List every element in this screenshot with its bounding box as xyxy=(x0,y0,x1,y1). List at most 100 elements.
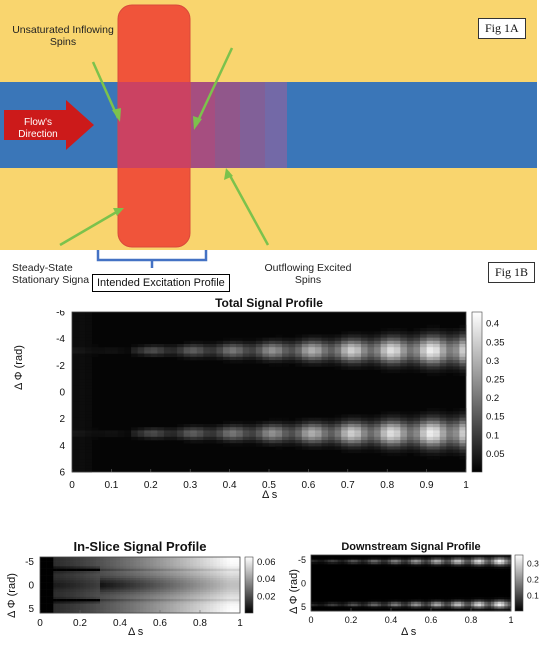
heatmap-cell xyxy=(360,427,368,431)
heatmap-cell xyxy=(229,356,237,361)
heatmap-cell xyxy=(103,601,107,604)
heatmap-cell xyxy=(103,573,107,576)
heatmap-cell xyxy=(46,573,51,576)
heatmap-cell xyxy=(203,347,211,351)
heatmap-cell xyxy=(411,555,415,558)
heatmap-cell xyxy=(153,596,157,600)
heatmap-cell xyxy=(183,557,187,560)
heatmap-cell xyxy=(183,573,187,576)
heatmap-cell xyxy=(451,564,455,567)
heatmap-cell xyxy=(176,575,181,579)
heatmap-cell xyxy=(404,587,408,591)
heatmap-cell xyxy=(103,564,107,567)
heatmap-cell xyxy=(166,601,171,604)
heatmap-cell xyxy=(421,599,425,602)
heatmap-cell xyxy=(230,596,234,600)
heatmap-cell xyxy=(173,566,177,569)
heatmap-cell xyxy=(106,601,111,604)
heatmap-cell xyxy=(216,594,221,597)
heatmap-cell xyxy=(439,344,447,348)
heatmap-cell xyxy=(110,573,114,576)
heatmap-cell xyxy=(391,555,395,558)
total-x-label: Δ s xyxy=(262,489,278,501)
heatmap-cell xyxy=(367,449,375,454)
heatmap-cell xyxy=(420,443,427,447)
heatmap-cell xyxy=(404,608,408,612)
heatmap-cell xyxy=(180,557,184,560)
heatmap-cell xyxy=(351,573,355,577)
heatmap-cell xyxy=(230,571,234,574)
heatmap-cell xyxy=(76,585,81,588)
heatmap-cell xyxy=(427,562,432,565)
heatmap-cell xyxy=(501,564,505,567)
heatmap-cell xyxy=(406,443,414,447)
heatmap-cell xyxy=(70,601,74,604)
heatmap-cell xyxy=(40,564,44,567)
heatmap-cell xyxy=(124,433,132,438)
heatmap-cell xyxy=(433,414,441,418)
heatmap-cell xyxy=(447,604,452,607)
heatmap-cell xyxy=(308,340,316,345)
heatmap-cell xyxy=(73,557,77,560)
heatmap-cell xyxy=(223,433,230,438)
heatmap-cell xyxy=(180,610,184,614)
heatmap-cell xyxy=(327,592,332,595)
heatmap-cell xyxy=(166,585,171,588)
heatmap-cell xyxy=(153,568,157,572)
heatmap-cell xyxy=(446,369,454,374)
heatmap-cell xyxy=(262,430,270,434)
heatmap-cell xyxy=(140,603,144,607)
heatmap-cell xyxy=(150,427,158,431)
fig1a-label: Fig 1A xyxy=(478,18,526,39)
heatmap-cell xyxy=(357,608,362,612)
heatmap-cell xyxy=(421,576,425,579)
heatmap-cell xyxy=(230,568,234,572)
heatmap-cell xyxy=(123,557,127,560)
heatmap-cell xyxy=(351,601,355,605)
heatmap-cell xyxy=(394,594,398,598)
heatmap-cell xyxy=(236,592,241,595)
heatmap-cell xyxy=(90,573,94,576)
heatmap-cell xyxy=(91,436,99,441)
heatmap-cell xyxy=(72,328,79,332)
heatmap-cell xyxy=(420,449,427,454)
heatmap-cell xyxy=(176,603,181,607)
heatmap-cell xyxy=(226,594,231,597)
heatmap-cell xyxy=(80,582,84,586)
heatmap-cell xyxy=(163,606,167,609)
heatmap-cell xyxy=(354,587,358,591)
heatmap-cell xyxy=(186,594,191,597)
heatmap-cell xyxy=(407,583,412,586)
heatmap-cell xyxy=(321,571,325,574)
heatmap-cell xyxy=(328,347,335,351)
heatmap-cell xyxy=(317,559,322,563)
heatmap-cell xyxy=(230,587,234,590)
heatmap-cell xyxy=(249,356,257,361)
heatmap-cell xyxy=(130,610,134,614)
heatmap-cell xyxy=(156,594,161,597)
heatmap-cell xyxy=(91,433,99,438)
heatmap-cell xyxy=(85,456,92,460)
heatmap-cell xyxy=(487,604,492,607)
heatmap-cell xyxy=(393,340,401,345)
heatmap-cell xyxy=(223,601,227,604)
heatmap-cell xyxy=(113,561,117,565)
heatmap-cell xyxy=(374,347,381,351)
heatmap-cell xyxy=(491,569,495,572)
heatmap-cell xyxy=(146,575,151,579)
heatmap-cell xyxy=(324,580,328,584)
heatmap-cell xyxy=(406,344,414,348)
heatmap-cell xyxy=(150,559,154,562)
heatmap-cell xyxy=(441,587,445,591)
heatmap-cell xyxy=(444,606,448,609)
heatmap-cell xyxy=(288,440,296,444)
heatmap-cell xyxy=(457,601,462,605)
heatmap-cell xyxy=(371,580,375,584)
heatmap-cell xyxy=(324,606,328,609)
heatmap-cell xyxy=(242,353,250,358)
heatmap-cell xyxy=(275,356,283,361)
heatmap-cell xyxy=(43,610,47,614)
heatmap-cell xyxy=(153,594,157,597)
heatmap-cell xyxy=(461,580,465,584)
heatmap-cell xyxy=(400,443,408,447)
